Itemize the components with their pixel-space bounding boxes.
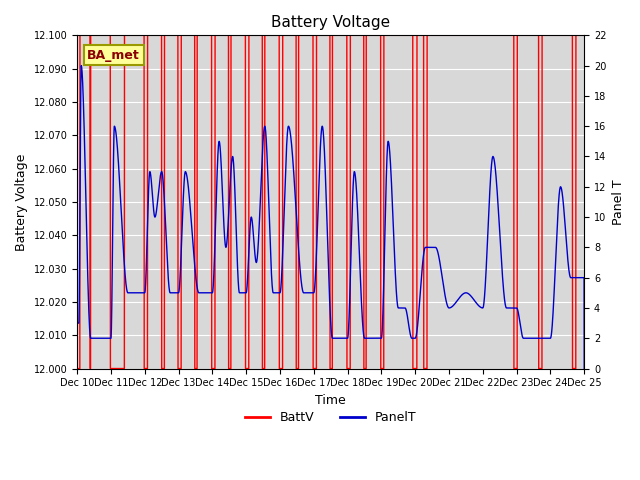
Title: Battery Voltage: Battery Voltage <box>271 15 390 30</box>
Y-axis label: Panel T: Panel T <box>612 179 625 225</box>
X-axis label: Time: Time <box>316 394 346 407</box>
Legend: BattV, PanelT: BattV, PanelT <box>240 406 421 429</box>
Text: BA_met: BA_met <box>87 48 140 61</box>
Y-axis label: Battery Voltage: Battery Voltage <box>15 153 28 251</box>
